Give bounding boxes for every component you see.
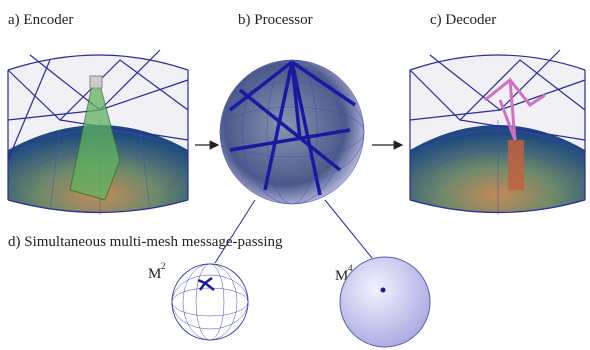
connector [325,200,372,258]
encoder-panel [8,50,188,215]
panel-label: c) Decoder [430,12,496,28]
mesh-m2 [172,264,248,340]
mesh-label: M [148,266,161,282]
decoder-panel [410,50,585,215]
page: a) Encoder b) Processor c) Decoder d) Si… [0,0,590,350]
connector [215,200,255,263]
mesh-m4 [340,257,430,347]
panel-label: a) Encoder [8,12,73,28]
mesh-label-sup: 2 [161,261,166,271]
section-title: d) Simultaneous multi-mesh message-passi… [8,234,283,250]
panel-label: b) Processor [238,12,313,28]
processor-globe [220,60,364,204]
diagram: a) Encoder b) Processor c) Decoder d) Si… [0,0,590,350]
